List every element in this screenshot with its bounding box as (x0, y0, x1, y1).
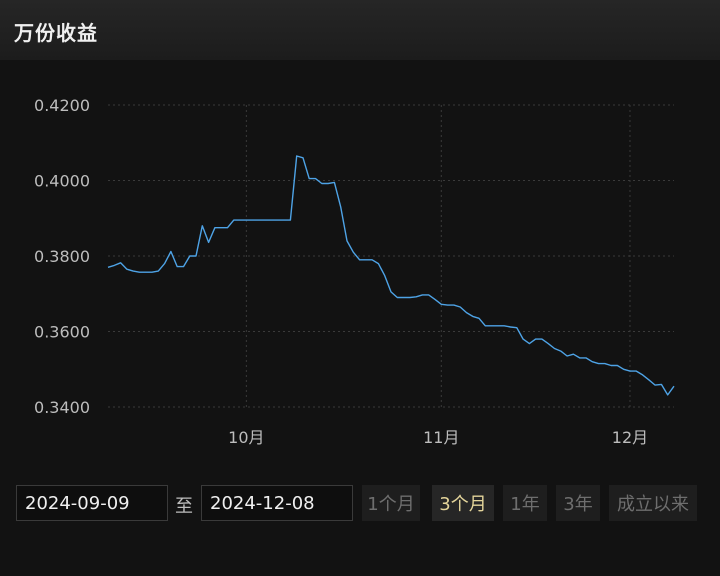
start-date-input[interactable] (16, 485, 168, 521)
y-tick-label: 0.3600 (34, 323, 90, 342)
y-tick-label: 0.3400 (34, 398, 90, 417)
date-range-controls: 至 1个月 3个月 1年 3年 成立以来 (0, 484, 720, 524)
header-bar: 万份收益 (0, 0, 720, 60)
x-tick-label: 12月 (612, 428, 648, 447)
range-1-month-button[interactable]: 1个月 (362, 485, 420, 521)
page-title: 万份收益 (14, 21, 98, 45)
income-line-chart: 0.4200 0.4000 0.3800 0.3600 0.3400 10月 11月 12月 (34, 96, 675, 447)
range-1-year-button[interactable]: 1年 (503, 485, 547, 521)
y-tick-label: 0.4000 (34, 172, 90, 191)
x-tick-label: 11月 (423, 428, 459, 447)
x-tick-label: 10月 (228, 428, 264, 447)
y-tick-label: 0.3800 (34, 247, 90, 266)
date-separator: 至 (175, 496, 193, 517)
chart-area: 0.4200 0.4000 0.3800 0.3600 0.3400 10月 11月 12月 (0, 60, 720, 460)
range-3-year-button[interactable]: 3年 (556, 485, 600, 521)
end-date-input[interactable] (201, 485, 353, 521)
range-since-inception-button[interactable]: 成立以来 (609, 485, 697, 521)
series-line (107, 155, 675, 396)
range-3-month-button[interactable]: 3个月 (432, 485, 494, 521)
y-tick-label: 0.4200 (34, 96, 90, 115)
